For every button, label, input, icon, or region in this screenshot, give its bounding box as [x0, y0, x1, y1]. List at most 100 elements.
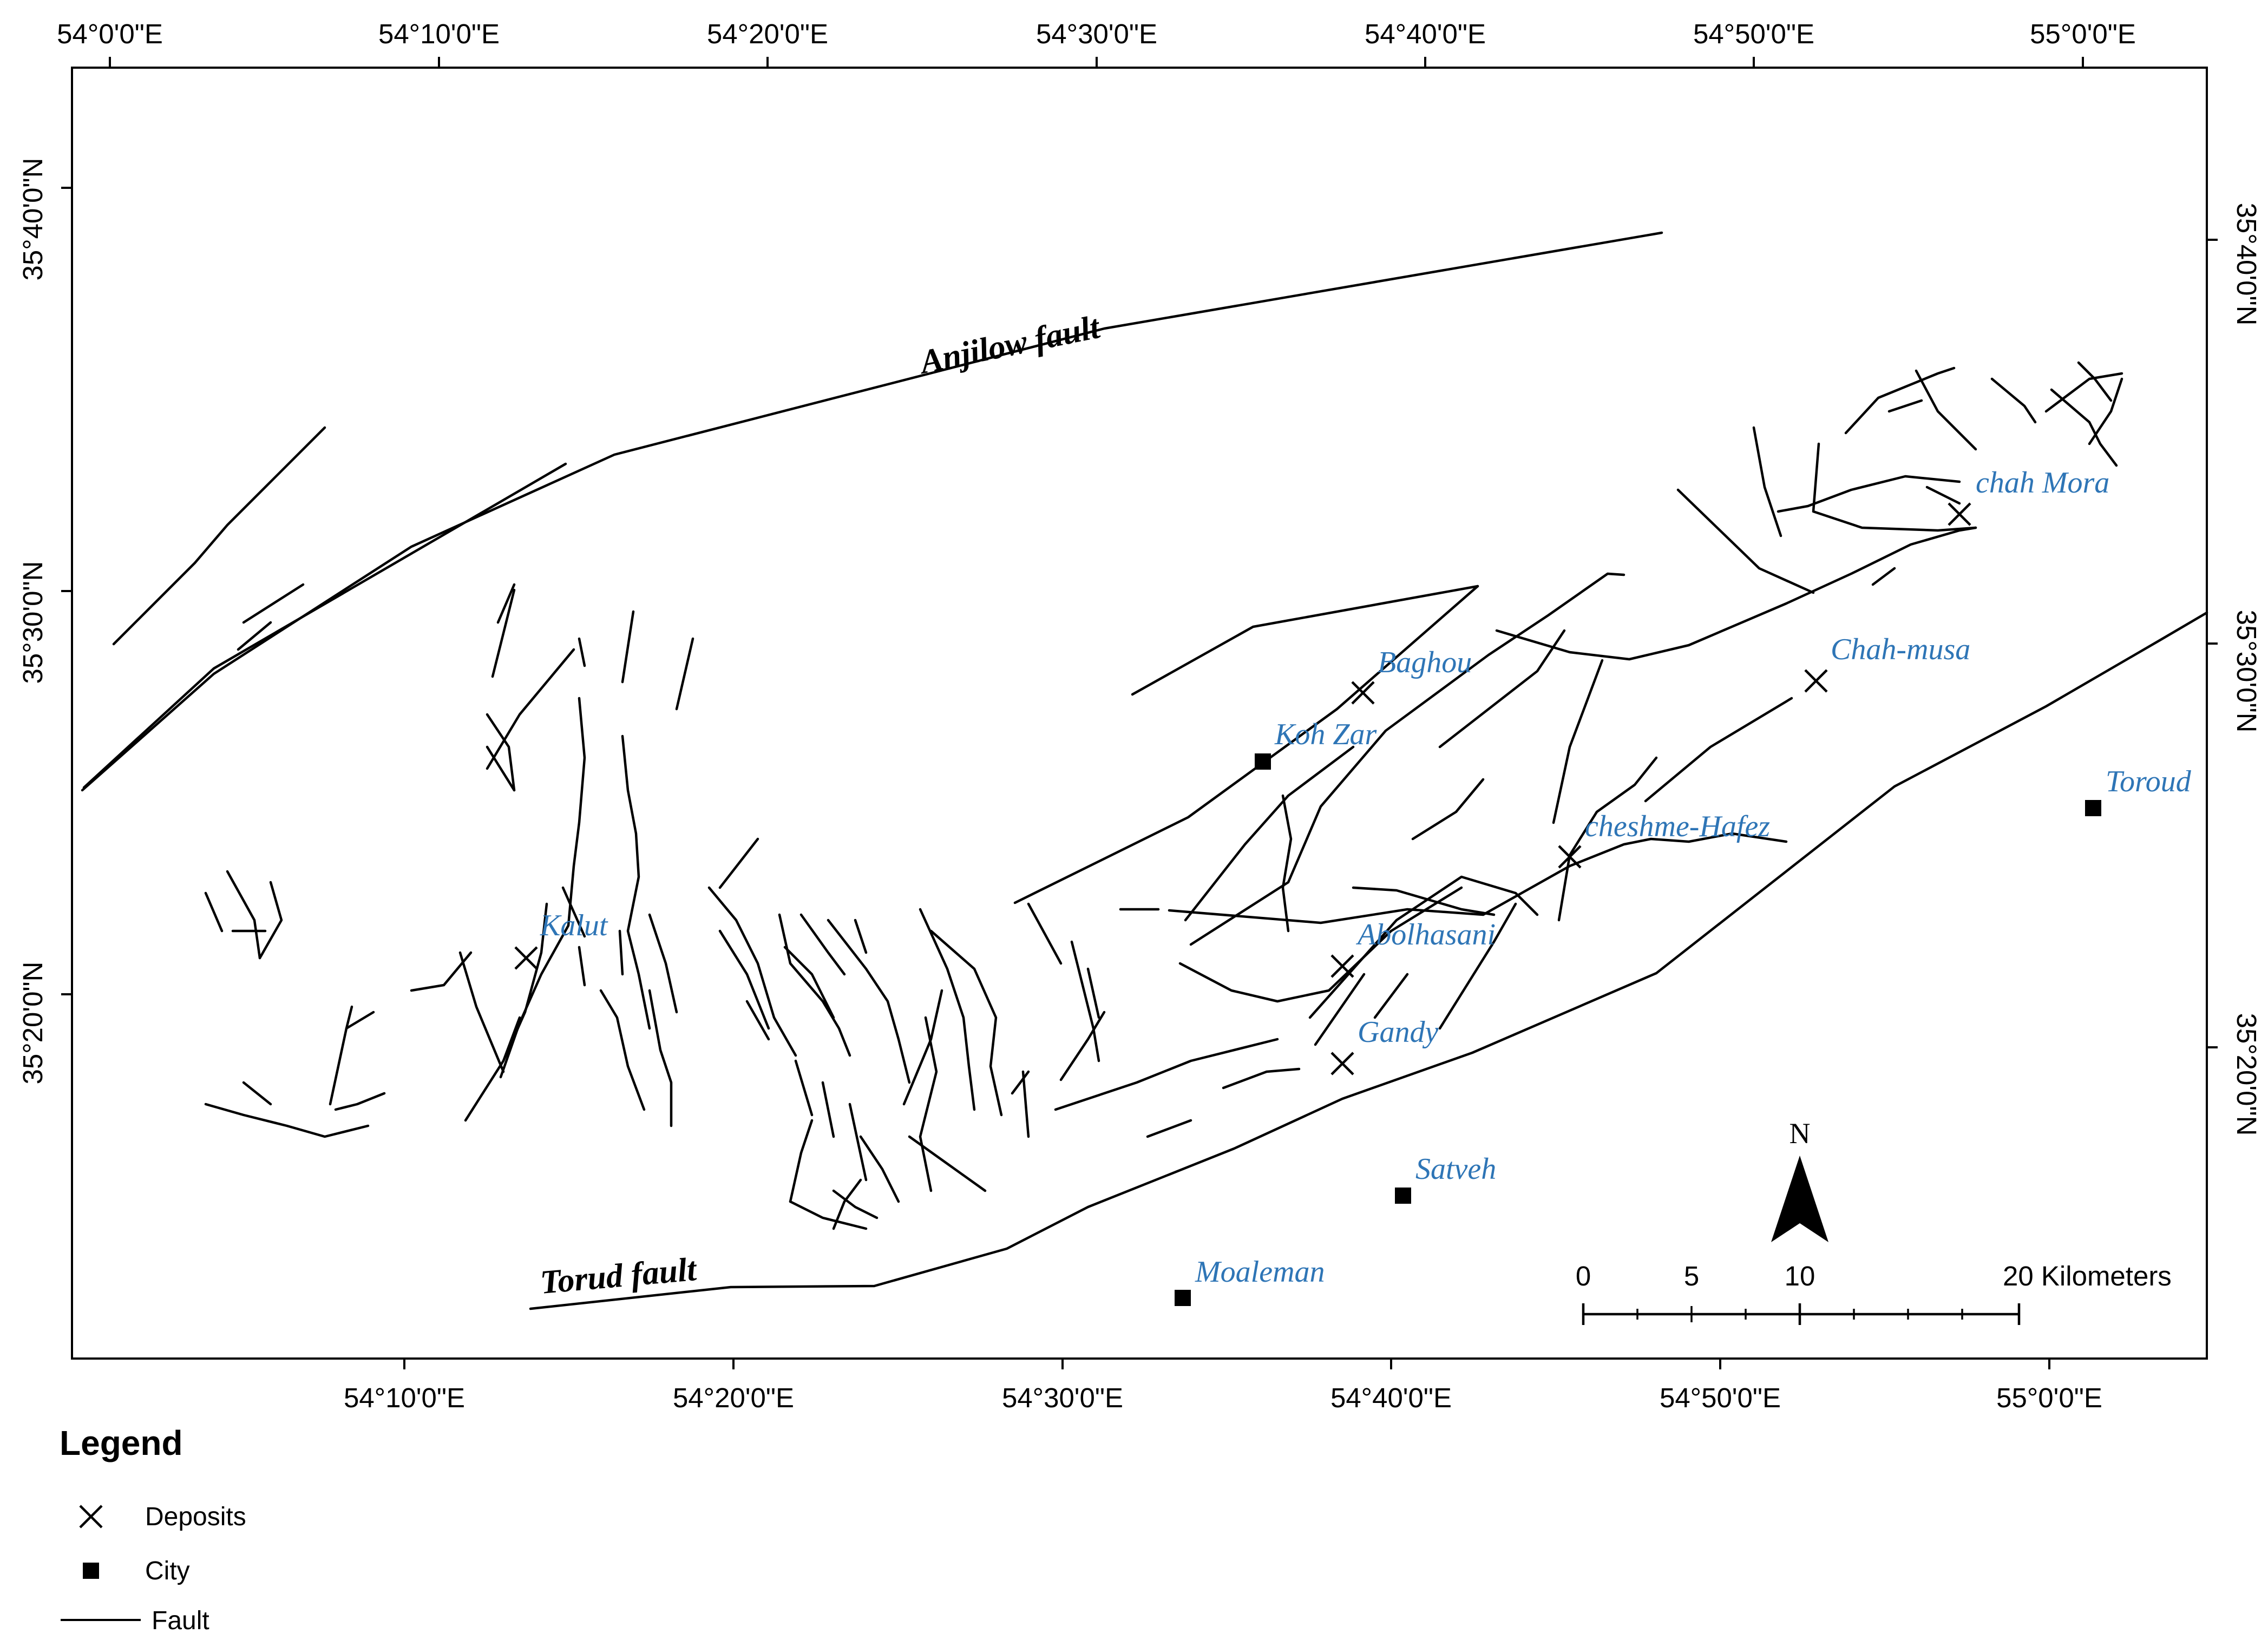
fault: [1131, 585, 1479, 696]
fault: [2077, 361, 2113, 402]
fault: [707, 886, 797, 1057]
scale-bar-label: 0: [1576, 1261, 1591, 1291]
fault: [1557, 756, 1658, 922]
fault: [794, 1059, 814, 1117]
fault: [242, 1081, 272, 1106]
fault: [242, 583, 305, 624]
top-tick-label: 55°0'0"E: [2030, 18, 2136, 49]
right-tick-label: 35°40'0"N: [2231, 203, 2262, 326]
fault: [334, 1092, 386, 1111]
top-tick-label: 54°0'0"E: [57, 18, 163, 49]
top-tick-label: 54°10'0"E: [378, 18, 500, 49]
fault: [919, 1016, 938, 1192]
fault: [1086, 967, 1100, 1019]
fault: [1925, 486, 1961, 505]
fault: [1168, 832, 1788, 924]
city-label: Satveh: [1415, 1152, 1496, 1186]
fault: [1281, 794, 1293, 933]
fault: [827, 919, 911, 1084]
top-tick-label: 54°20'0"E: [707, 18, 828, 49]
fault: [1059, 1011, 1106, 1081]
map-frame: [71, 67, 2208, 1360]
fault: [1915, 369, 1977, 451]
fault: [1752, 426, 1782, 537]
fault: [902, 989, 943, 1106]
bottom-tick-label: 54°50'0"E: [1660, 1382, 1781, 1413]
fault: [112, 426, 326, 646]
fault: [2044, 372, 2123, 413]
fault: [618, 929, 624, 976]
fault: [1178, 886, 1463, 1003]
fault: [502, 1016, 521, 1062]
fault: [226, 870, 261, 960]
fault: [1812, 442, 1977, 532]
fault: [1844, 366, 1956, 435]
fault: [2050, 388, 2118, 467]
deposit-icon: [1330, 1052, 1354, 1075]
fault: [237, 621, 272, 651]
fault: [799, 913, 846, 976]
left-tick-label: 35°40'0"N: [17, 158, 48, 281]
fault: [854, 919, 868, 954]
right-tick-label: 35°30'0"N: [2231, 610, 2262, 733]
top-tick-label: 54°40'0"E: [1365, 18, 1486, 49]
deposit-label: cheshme-Hafez: [1585, 810, 1770, 843]
bottom-tick-label: 54°20'0"E: [673, 1382, 794, 1413]
city-icon: [1255, 753, 1271, 770]
scale-bar: 0 5 10 20 Kilometers: [1576, 1261, 2172, 1325]
fault: [1676, 488, 1815, 594]
fault: [1411, 778, 1485, 841]
fault: [789, 1200, 868, 1230]
right-tick-label: 35°20'0"N: [2231, 1013, 2262, 1136]
fault: [258, 881, 283, 960]
anjilow-fault-label: Anjilow fault: [915, 309, 1103, 382]
top-axis: 54°0'0"E 54°10'0"E 54°20'0"E 54°30'0"E 5…: [57, 18, 2136, 68]
fault: [1146, 1119, 1192, 1138]
fault: [486, 648, 575, 770]
deposit-icon: [1558, 845, 1582, 869]
fault: [1184, 745, 1355, 922]
fault: [621, 610, 635, 684]
fault: [1438, 902, 1517, 1030]
fault: [499, 697, 586, 1079]
fault: [578, 946, 586, 987]
bottom-tick-label: 54°30'0"E: [1002, 1382, 1123, 1413]
deposit-icon: [1351, 681, 1375, 705]
city-label: Koh Zar: [1274, 718, 1376, 751]
anjilow-fault-line: [81, 231, 1663, 792]
fault: [1021, 1070, 1030, 1138]
fault: [486, 745, 516, 792]
top-tick-label: 54°30'0"E: [1036, 18, 1157, 49]
deposit-icon: [79, 1505, 103, 1529]
fault: [1013, 585, 1479, 904]
city-markers: [1175, 753, 2101, 1306]
fault: [1990, 377, 2037, 424]
city-icon: [1175, 1290, 1191, 1306]
fault: [832, 1178, 862, 1230]
deposit-label: Gandy: [1358, 1015, 1438, 1049]
fault: [599, 989, 646, 1111]
fault: [204, 1103, 370, 1138]
fault: [486, 713, 516, 792]
torud-fault-line: [529, 611, 2208, 1310]
fault: [1777, 475, 1961, 513]
fault: [1352, 886, 1496, 916]
deposit-icon: [514, 946, 538, 970]
bottom-tick-label: 54°10'0"E: [344, 1382, 465, 1413]
city-label: Moaleman: [1195, 1255, 1325, 1289]
scale-bar-label: 10: [1785, 1261, 1815, 1291]
fault: [458, 951, 505, 1073]
left-axis: 35°40'0"N 35°30'0"N 35°20'0"N: [17, 158, 72, 1084]
fault: [82, 462, 567, 789]
fault: [1552, 659, 1604, 824]
fault: [1438, 629, 1566, 749]
fault: [410, 951, 473, 992]
fault: [778, 913, 851, 1057]
deposit-icon: [1948, 502, 1971, 526]
deposit-label: Kalut: [540, 909, 608, 942]
fault: [859, 1135, 900, 1203]
fault: [1644, 697, 1793, 803]
fault: [496, 583, 516, 624]
fault: [491, 588, 516, 678]
